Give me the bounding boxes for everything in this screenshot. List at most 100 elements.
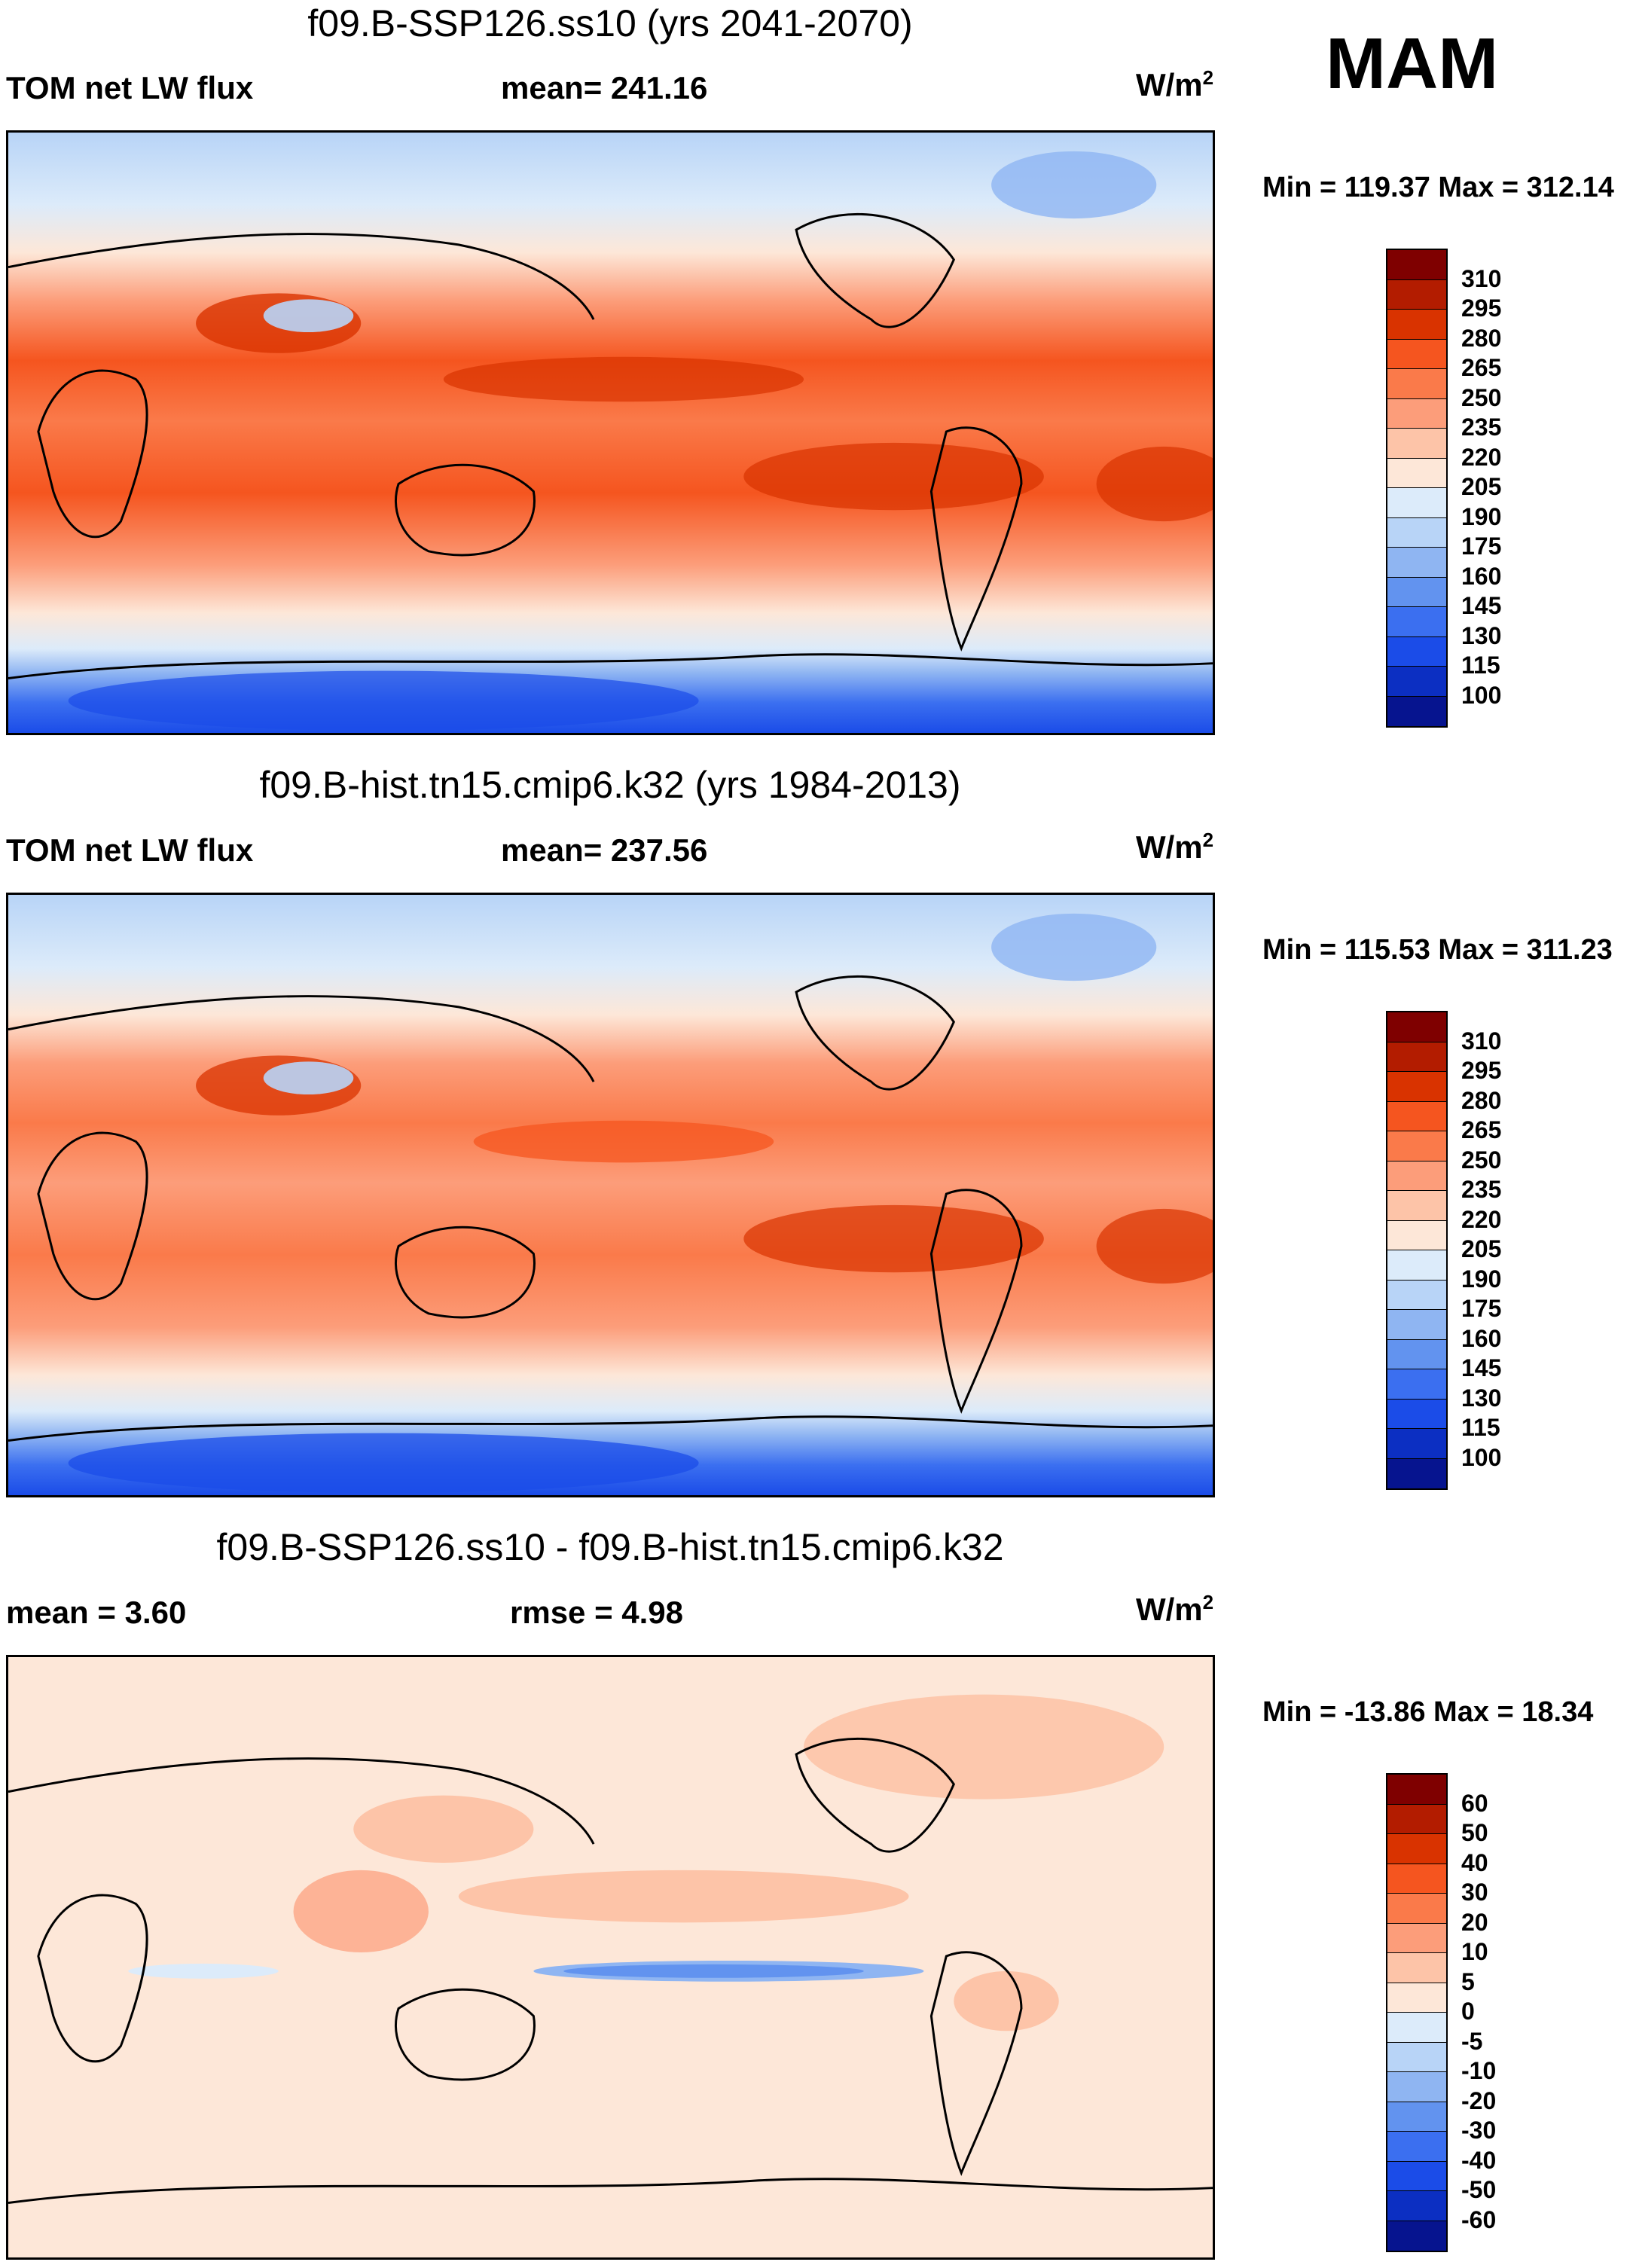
colorbar-tick-label: 205	[1461, 1235, 1502, 1262]
colorbar-segment	[1387, 1250, 1446, 1281]
colorbar-segment	[1387, 1220, 1446, 1250]
colorbar-tick-label: -40	[1461, 2146, 1497, 2174]
colorbar-tick-label: -10	[1461, 2057, 1497, 2084]
panel-1-minmax: Min = 119.37 Max = 312.14	[1262, 172, 1614, 203]
colorbar-segment	[1387, 1191, 1446, 1221]
colorbar-tick-label: 20	[1461, 1908, 1488, 1936]
panel-2-title: f09.B-hist.tn15.cmip6.k32 (yrs 1984-2013…	[259, 764, 961, 806]
colorbar-segment	[1387, 1834, 1446, 1864]
colorbar-tick-label: 115	[1461, 652, 1500, 679]
colorbar-segment	[1387, 1864, 1446, 1894]
colorbar-segment	[1387, 310, 1446, 340]
colorbar-segment	[1387, 2191, 1446, 2221]
colorbar-tick-label: 60	[1461, 1789, 1488, 1817]
panel-3-mean-label: mean = 3.60	[6, 1595, 187, 1630]
colorbar-segment	[1387, 1042, 1446, 1072]
panel-2-greenland-cold	[991, 913, 1157, 981]
panel-2-hotspot-pacific-south	[743, 1204, 1044, 1273]
colorbar-tick-label: 205	[1461, 473, 1502, 500]
panel-1-hotspot-pacific-north	[443, 356, 804, 402]
panel-2-colorbar-box	[1386, 1011, 1448, 1490]
colorbar-segment	[1387, 1458, 1446, 1488]
colorbar-segment	[1387, 1369, 1446, 1400]
colorbar-segment	[1387, 1804, 1446, 1834]
colorbar-tick-label: 235	[1461, 414, 1502, 441]
colorbar-segment	[1387, 1310, 1446, 1340]
colorbar-segment	[1387, 2102, 1446, 2132]
colorbar-segment	[1387, 1012, 1446, 1042]
colorbar-tick-label: 100	[1461, 1443, 1502, 1471]
colorbar-segment	[1387, 1131, 1446, 1161]
colorbar-segment	[1387, 1953, 1446, 1983]
colorbar-segment	[1387, 250, 1446, 280]
panel-1-title: f09.B-SSP126.ss10 (yrs 2041-2070)	[307, 2, 913, 44]
panel-3-map	[6, 1655, 1215, 2260]
colorbar-tick-label: 295	[1461, 295, 1502, 322]
colorbar-tick-label: 190	[1461, 502, 1502, 530]
colorbar-tick-label: 40	[1461, 1848, 1488, 1876]
colorbar-tick-label: -60	[1461, 2205, 1497, 2233]
colorbar-tick-label: 130	[1461, 621, 1502, 649]
colorbar-tick-label: 115	[1461, 1414, 1500, 1441]
panel-2-variable-label: TOM net LW flux	[6, 832, 254, 868]
colorbar-tick-label: -5	[1461, 2027, 1483, 2055]
colorbar-segment	[1387, 1072, 1446, 1102]
panel-1-field	[8, 133, 1213, 733]
colorbar-tick-label: -50	[1461, 2176, 1497, 2203]
panel-3-warm-arctic	[804, 1694, 1164, 1799]
panel-2-tibet-cold	[263, 1061, 354, 1095]
colorbar-tick-label: 310	[1461, 264, 1502, 292]
colorbar-tick-label: 220	[1461, 443, 1502, 471]
colorbar-segment	[1387, 1399, 1446, 1429]
panel-3-warm-amazon	[954, 1970, 1059, 2031]
panel-3-units: W/m2	[1136, 1591, 1214, 1627]
colorbar-segment	[1387, 577, 1446, 607]
colorbar-tick-label: 310	[1461, 1027, 1502, 1055]
colorbar-tick-label: 175	[1461, 1295, 1502, 1322]
colorbar-segment	[1387, 636, 1446, 667]
panel-3-warm-indonesia	[293, 1870, 429, 1953]
panel-3-warm-asia	[353, 1795, 534, 1863]
panel-2-mean-label: mean= 237.56	[501, 832, 708, 868]
colorbar-segment	[1387, 696, 1446, 726]
colorbar-tick-label: 295	[1461, 1057, 1502, 1084]
colorbar-segment	[1387, 667, 1446, 697]
panel-1-variable-label: TOM net LW flux	[6, 70, 254, 105]
panel-2-coastlines	[8, 975, 1213, 1442]
panel-1-greenland-cold	[991, 151, 1157, 219]
colorbar-tick-label: 145	[1461, 592, 1502, 619]
colorbar-tick-label: 160	[1461, 562, 1502, 590]
panel-3-warm-pacific	[458, 1870, 909, 1923]
colorbar-tick-label: 5	[1461, 1967, 1475, 1995]
panel-3-title: f09.B-SSP126.ss10 - f09.B-hist.tn15.cmip…	[216, 1526, 1004, 1568]
panel-2-hotspot-pacific-north	[473, 1120, 774, 1163]
colorbar-segment	[1387, 1101, 1446, 1131]
colorbar-segment	[1387, 398, 1446, 429]
colorbar-tick-label: 30	[1461, 1879, 1488, 1906]
colorbar-segment	[1387, 1161, 1446, 1191]
colorbar-segment	[1387, 2161, 1446, 2191]
colorbar-segment	[1387, 2072, 1446, 2102]
panel-3-colorbar-box	[1386, 1773, 1448, 2252]
panel-1-hotspot-pacific-south	[743, 442, 1044, 511]
season-label: MAM	[1326, 23, 1499, 104]
colorbar-tick-label: -30	[1461, 2117, 1497, 2144]
colorbar-segment	[1387, 1894, 1446, 1924]
colorbar-tick-label: 190	[1461, 1265, 1502, 1293]
colorbar-segment	[1387, 488, 1446, 518]
colorbar-tick-label: 265	[1461, 1116, 1502, 1143]
colorbar-tick-label: -20	[1461, 2086, 1497, 2114]
colorbar-tick-label: 265	[1461, 354, 1502, 381]
panel-2-hotspot-atlantic	[1096, 1208, 1232, 1284]
colorbar-tick-label: 160	[1461, 1324, 1502, 1352]
panel-2-minmax: Min = 115.53 Max = 311.23	[1262, 934, 1613, 966]
colorbar-tick-label: 175	[1461, 533, 1502, 560]
colorbar-tick-label: 280	[1461, 1086, 1502, 1114]
colorbar-segment	[1387, 2042, 1446, 2072]
colorbar-segment	[1387, 1923, 1446, 1953]
colorbar-segment	[1387, 1775, 1446, 1805]
panel-1-mean-label: mean= 241.16	[501, 70, 708, 105]
colorbar-segment	[1387, 279, 1446, 310]
panel-3-cold-indian	[128, 1963, 279, 1979]
colorbar-tick-label: 250	[1461, 383, 1502, 411]
